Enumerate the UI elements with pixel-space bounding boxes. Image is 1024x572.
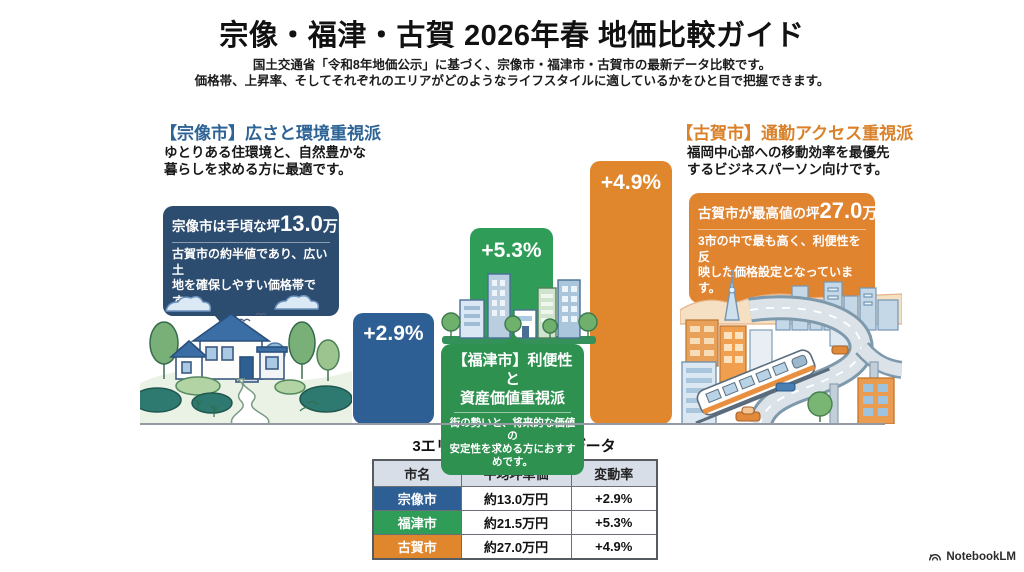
tower-icon bbox=[724, 270, 740, 321]
fukutsu-section-box: 【福津市】利便性と 資産価値重視派 街の勢いと、将来的な価値の 安定性を求める方… bbox=[441, 334, 584, 475]
price-table: 市名 平均坪単価 変動率 宗像市 約13.0万円 +2.9% 福津市 約21.5… bbox=[372, 459, 658, 560]
notebooklm-logo-icon bbox=[929, 554, 942, 561]
fukutsu-bar-label: +5.3% bbox=[481, 239, 542, 262]
munakata-house-illustration bbox=[140, 294, 352, 424]
tree-icon bbox=[441, 312, 598, 338]
price-cell: 約21.5万円 bbox=[460, 510, 572, 535]
bush-icon bbox=[140, 376, 352, 414]
price-cell: 約27.0万円 bbox=[460, 534, 572, 560]
brand-label: NotebookLM bbox=[946, 551, 1016, 563]
koga-section-heading: 【古賀市】通勤アクセス重視派 bbox=[676, 124, 914, 143]
subtitle-line-1: 国土交通省「令和8年地価公示」に基づく、宗像市・福津市・古賀市の最新データ比較で… bbox=[252, 58, 772, 72]
city-cell: 宗像市 bbox=[372, 486, 462, 511]
munakata-bar: +2.9% bbox=[353, 313, 434, 424]
car-icon bbox=[735, 345, 849, 422]
birds-icon bbox=[237, 312, 267, 322]
fukutsu-section-description: 街の勢いと、将来的な価値の 安定性を求める方におすすめです。 bbox=[449, 417, 576, 468]
plant-sprigs-icon bbox=[193, 398, 319, 417]
cloud-icon bbox=[165, 294, 320, 312]
munakata-price-callout: 宗像市は手頃な坪13.0万円 古賀市の約半値であり、広い土 地を確保しやすい価格… bbox=[163, 206, 353, 329]
koga-bar: +4.9% bbox=[590, 161, 672, 424]
chart-baseline bbox=[140, 423, 885, 425]
munakata-callout-body: 古賀市の約半値であり、広い土 地を確保しやすい価格帯です。 bbox=[172, 247, 328, 308]
koga-callout-body: 3市の中で最も高く、利便性を反 映した価格設定となっています。 bbox=[698, 234, 861, 295]
koga-callout-title: 古賀市が最高値の坪27.0万円 bbox=[698, 198, 893, 223]
train-icon bbox=[695, 349, 830, 424]
subtitle-line-2: 価格帯、上昇率、そしてそれぞれのエリアがどのようなライフスタイルに適しているかを… bbox=[194, 74, 830, 88]
col-header-change: 変動率 bbox=[570, 459, 658, 487]
page-subtitle: 国土交通省「令和8年地価公示」に基づく、宗像市・福津市・古賀市の最新データ比較で… bbox=[0, 57, 1024, 89]
koga-section-description: 福岡中心部への移動効率を最優先 するビジネスパーソン向けです。 bbox=[687, 145, 890, 177]
munakata-section-heading: 【宗像市】広さと環境重視派 bbox=[160, 124, 381, 143]
table-row: 古賀市 約27.0万円 +4.9% bbox=[372, 534, 658, 560]
highway-icon bbox=[747, 295, 902, 424]
notebooklm-watermark: NotebookLM bbox=[928, 550, 1016, 564]
change-cell: +4.9% bbox=[570, 534, 658, 560]
garden-path-icon bbox=[230, 378, 270, 424]
box-pointer-icon bbox=[505, 334, 523, 344]
koga-price-callout: 古賀市が最高値の坪27.0万円 3市の中で最も高く、利便性を反 映した価格設定と… bbox=[689, 193, 893, 316]
table-row: 福津市 約21.5万円 +5.3% bbox=[372, 510, 658, 535]
table-row: 宗像市 約13.0万円 +2.9% bbox=[372, 486, 658, 511]
divider bbox=[454, 412, 571, 413]
tree-icon bbox=[807, 391, 833, 422]
fukutsu-city-illustration bbox=[441, 273, 598, 344]
city-cell: 福津市 bbox=[372, 510, 462, 535]
page-title: 宗像・福津・古賀 2026年春 地価比較ガイド bbox=[219, 20, 805, 52]
city-cell: 古賀市 bbox=[372, 534, 462, 560]
building-icon bbox=[857, 377, 895, 424]
house-icon bbox=[168, 313, 288, 383]
divider bbox=[172, 242, 330, 243]
change-cell: +2.9% bbox=[570, 486, 658, 511]
munakata-section-description: ゆとりある住環境と、自然豊かな 暮らしを求める方に最適です。 bbox=[164, 145, 366, 177]
fukutsu-section-heading: 【福津市】利便性と 資産価値重視派 bbox=[452, 352, 573, 407]
koga-city-illustration bbox=[680, 270, 902, 424]
munakata-bar-label: +2.9% bbox=[363, 322, 424, 345]
koga-bar-label: +4.9% bbox=[600, 171, 662, 194]
price-cell: 約13.0万円 bbox=[460, 486, 572, 511]
change-cell: +5.3% bbox=[570, 510, 658, 535]
munakata-callout-title: 宗像市は手頃な坪13.0万円 bbox=[172, 211, 353, 236]
divider bbox=[698, 229, 866, 230]
